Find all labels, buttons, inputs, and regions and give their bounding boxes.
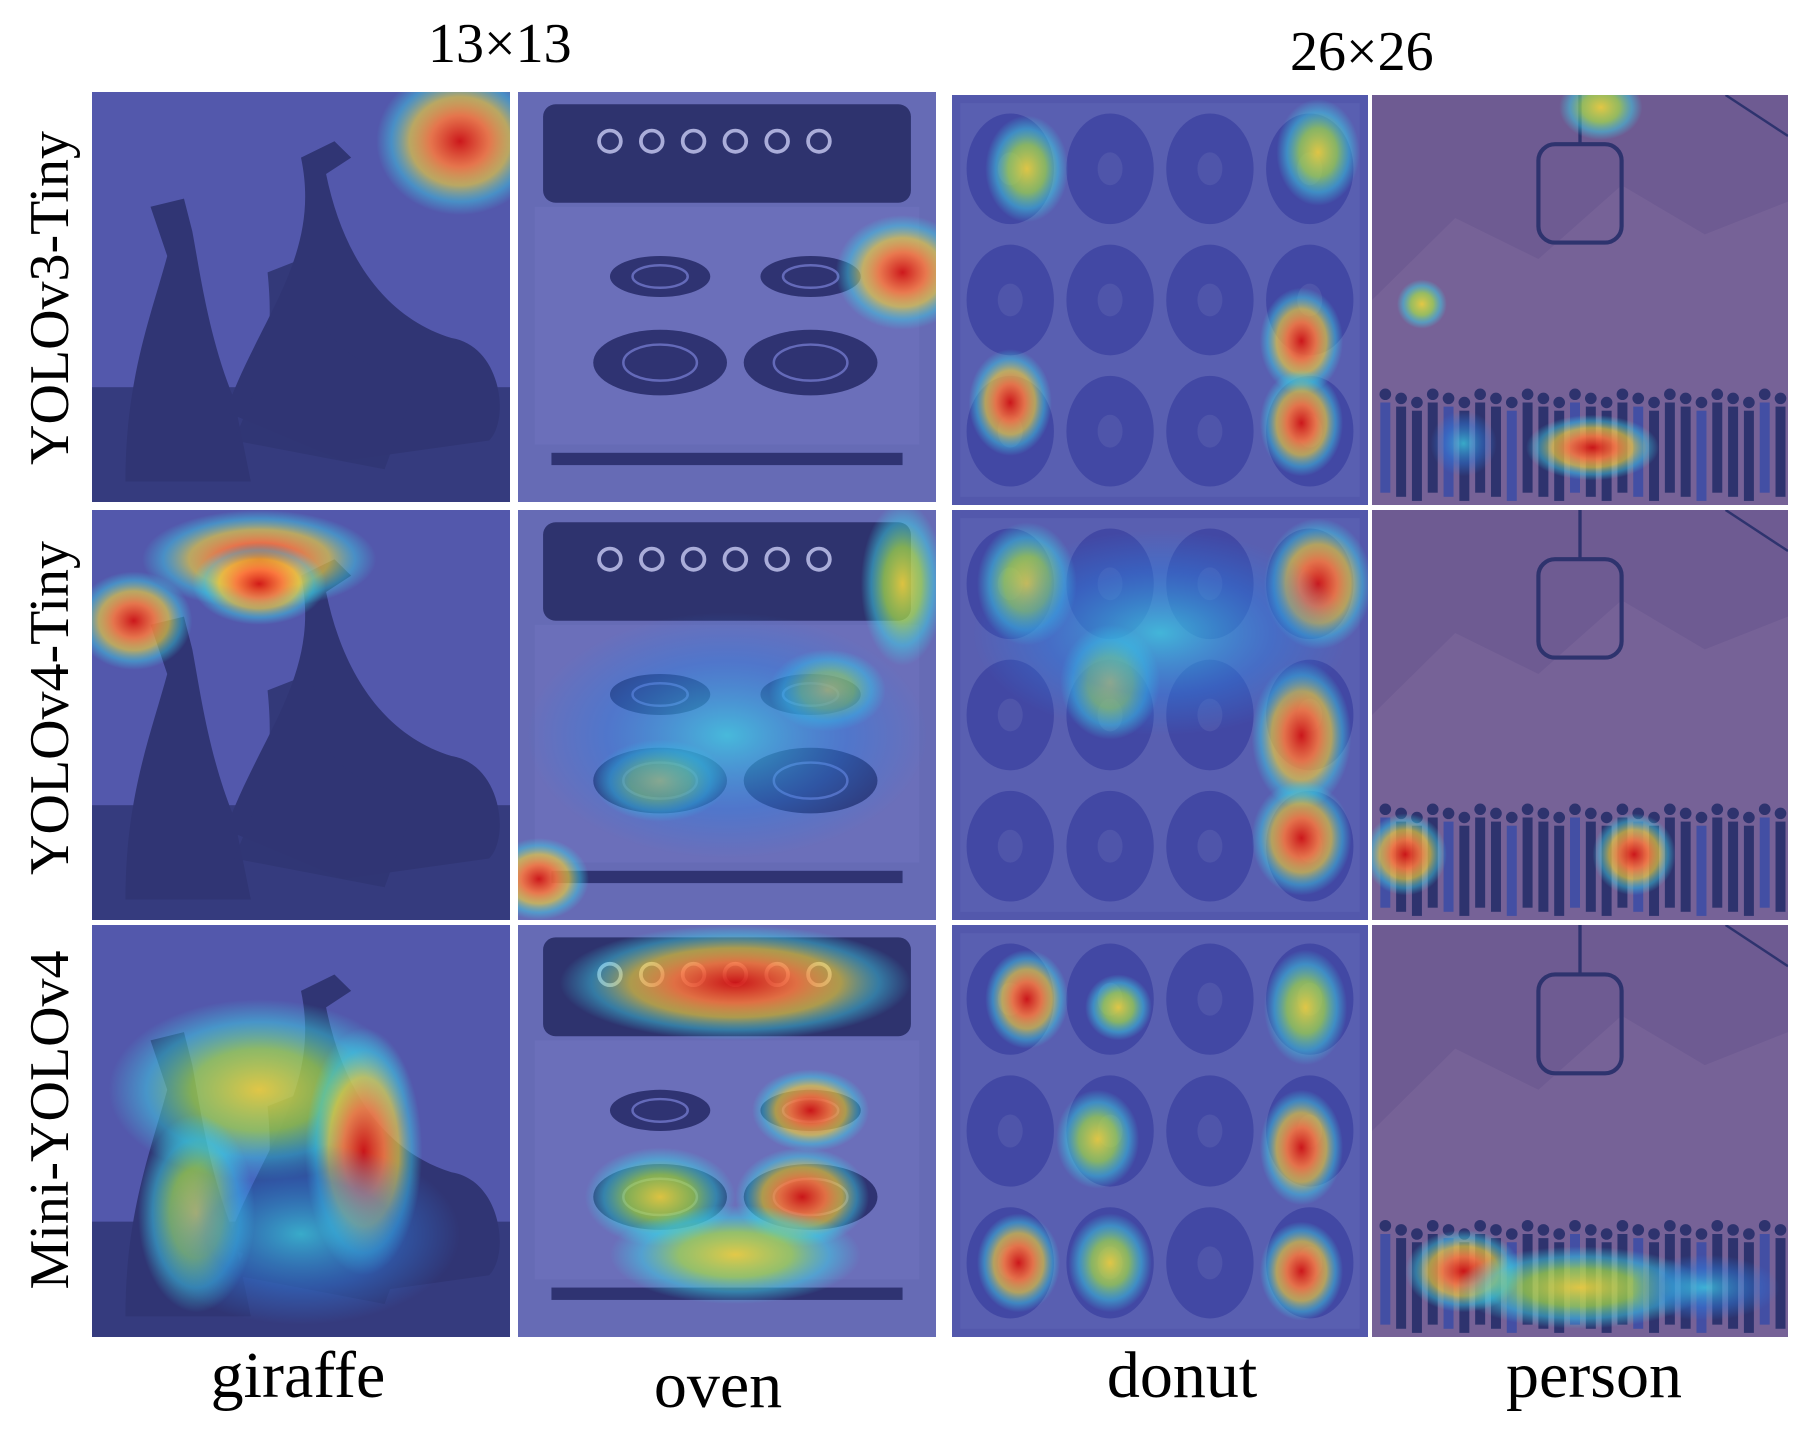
heatmap-yolov4-tiny-person-graphic — [1372, 510, 1788, 920]
heatmap-yolov3-tiny-person-graphic — [1372, 95, 1788, 505]
row-label-yolov4-tiny: YOLOv4-Tiny — [19, 541, 81, 875]
heatmap-yolov3-tiny-oven — [518, 92, 936, 502]
heatmap-yolov3-tiny-oven-graphic — [518, 92, 936, 502]
heatmap-mini-yolov4-donut-graphic — [952, 925, 1368, 1337]
heatmap-yolov3-tiny-giraffe-graphic — [92, 92, 510, 502]
heatmap-yolov4-tiny-person — [1372, 510, 1788, 920]
scale-header-26x26: 26×26 — [1290, 21, 1434, 83]
scale-header-13x13: 13×13 — [428, 13, 572, 75]
heatmap-mini-yolov4-giraffe — [92, 925, 510, 1337]
row-label-mini-yolov4: Mini-YOLOv4 — [19, 950, 81, 1290]
heatmap-yolov3-tiny-giraffe — [92, 92, 510, 502]
heatmap-yolov3-tiny-donut — [952, 95, 1368, 505]
heatmap-yolov4-tiny-oven — [518, 510, 936, 920]
heatmap-mini-yolov4-oven — [518, 925, 936, 1337]
column-label-oven: oven — [653, 1349, 783, 1422]
column-label-person: person — [1506, 1339, 1682, 1412]
heatmap-mini-yolov4-person — [1372, 925, 1788, 1337]
heatmap-yolov4-tiny-donut — [952, 510, 1368, 920]
column-label-donut: donut — [1106, 1339, 1258, 1412]
heatmap-mini-yolov4-donut — [952, 925, 1368, 1337]
heatmap-yolov4-tiny-oven-graphic — [518, 510, 936, 920]
heatmap-yolov4-tiny-giraffe-graphic — [92, 510, 510, 920]
heatmap-yolov3-tiny-person — [1372, 95, 1788, 505]
heatmap-mini-yolov4-oven-graphic — [518, 925, 936, 1337]
heatmap-yolov3-tiny-donut-graphic — [952, 95, 1368, 505]
heatmap-mini-yolov4-giraffe-graphic — [92, 925, 510, 1337]
heatmap-mini-yolov4-person-graphic — [1372, 925, 1788, 1337]
heatmap-yolov4-tiny-giraffe — [92, 510, 510, 920]
heatmap-yolov4-tiny-donut-graphic — [952, 510, 1368, 920]
row-label-yolov3-tiny: YOLOv3-Tiny — [19, 131, 81, 465]
column-label-giraffe: giraffe — [210, 1339, 386, 1412]
